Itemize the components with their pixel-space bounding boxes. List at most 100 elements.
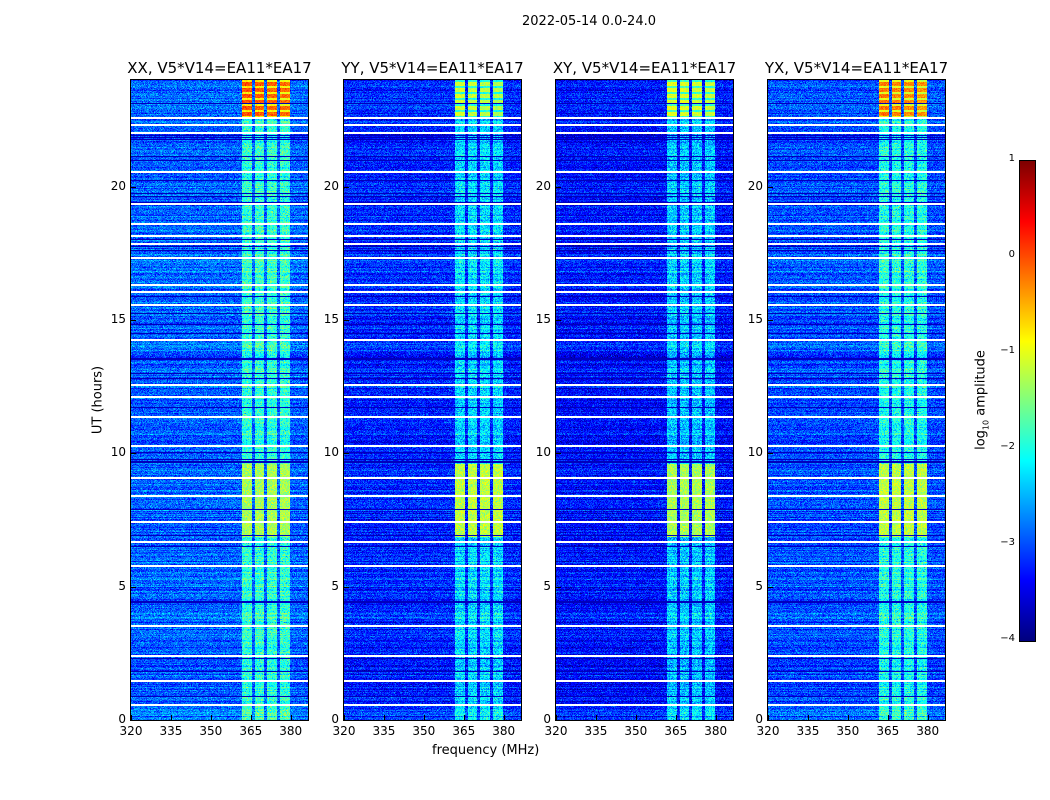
y-tick-mark <box>556 186 561 188</box>
y-tick-label: 10 <box>323 445 339 460</box>
y-tick-label: 10 <box>110 445 126 460</box>
x-tick-mark <box>675 715 677 720</box>
y-tick-label: 0 <box>755 712 763 726</box>
y-tick-mark <box>768 186 773 188</box>
x-tick-label: 335 <box>584 724 608 738</box>
panel-title: XY, V5*V14=EA11*EA17 <box>552 59 737 77</box>
y-tick-label: 10 <box>535 445 551 460</box>
x-tick-mark <box>383 715 385 720</box>
x-tick-label: 365 <box>664 724 688 738</box>
x-tick-mark <box>556 715 557 720</box>
y-tick-label: 5 <box>543 578 551 593</box>
y-tick-label: 15 <box>535 312 551 326</box>
x-tick-mark <box>170 715 172 720</box>
colorbar-label-sub: 10 <box>981 419 991 431</box>
y-tick-mark <box>344 453 349 455</box>
y-tick-mark <box>131 586 136 588</box>
x-tick-label: 335 <box>796 724 820 738</box>
x-tick-label: 350 <box>624 724 648 738</box>
y-tick-mark <box>131 320 136 321</box>
y-tick-label: 15 <box>110 312 126 326</box>
y-tick-label: 15 <box>323 312 339 326</box>
colorbar-tick-label: −2 <box>1000 441 1015 452</box>
colorbar-tick-label: −1 <box>1000 345 1015 356</box>
y-tick-mark <box>556 720 561 721</box>
y-tick-label: 20 <box>747 178 763 193</box>
x-tick-mark <box>768 715 769 720</box>
colorbar-tick-label: −3 <box>1000 537 1015 548</box>
y-tick-label: 20 <box>535 178 551 193</box>
x-tick-mark <box>887 715 889 720</box>
y-tick-label: 15 <box>747 312 763 326</box>
x-tick-label: 380 <box>492 724 516 738</box>
panel-frame <box>130 79 309 721</box>
y-tick-label: 5 <box>331 578 339 593</box>
x-tick-label: 350 <box>199 724 223 738</box>
x-tick-label: 335 <box>159 724 183 738</box>
x-tick-mark <box>463 715 465 720</box>
y-tick-mark <box>768 320 773 321</box>
y-tick-mark <box>768 586 773 588</box>
y-tick-label: 5 <box>118 578 126 593</box>
x-tick-label: 320 <box>119 724 143 738</box>
x-tick-label: 380 <box>916 724 940 738</box>
y-tick-label: 10 <box>747 445 763 460</box>
y-tick-label: 20 <box>323 178 339 193</box>
x-tick-label: 320 <box>544 724 568 738</box>
y-tick-mark <box>344 586 349 588</box>
panel-frame <box>555 79 734 721</box>
y-tick-label: 0 <box>118 712 126 726</box>
x-tick-label: 380 <box>704 724 728 738</box>
x-tick-label: 350 <box>836 724 860 738</box>
y-tick-mark <box>344 320 349 321</box>
y-tick-mark <box>344 186 349 188</box>
x-tick-mark <box>807 715 809 720</box>
x-tick-mark <box>635 715 637 720</box>
colorbar-tick-label: 0 <box>1008 249 1015 260</box>
y-tick-label: 0 <box>543 712 551 726</box>
y-tick-mark <box>768 720 773 721</box>
x-tick-mark <box>715 715 717 720</box>
x-tick-mark <box>595 715 597 720</box>
colorbar-tick-label: −4 <box>1000 633 1015 644</box>
x-axis-label: frequency (MHz) <box>432 743 540 758</box>
colorbar-label-rest: amplitude <box>973 350 989 420</box>
heatmap-panel-1 <box>344 80 521 720</box>
y-tick-mark <box>131 720 136 721</box>
y-tick-mark <box>131 186 136 188</box>
x-tick-label: 365 <box>876 724 900 738</box>
x-tick-mark <box>344 715 345 720</box>
y-axis-label: UT (hours) <box>90 365 106 435</box>
colorbar-label: log10 amplitude <box>974 350 991 450</box>
x-tick-mark <box>290 715 292 720</box>
heatmap-panel-3 <box>768 80 945 720</box>
x-tick-label: 320 <box>756 724 780 738</box>
y-tick-mark <box>556 320 561 321</box>
panel-title: YY, V5*V14=EA11*EA17 <box>341 59 524 77</box>
x-tick-label: 380 <box>279 724 303 738</box>
x-tick-label: 350 <box>412 724 436 738</box>
panel-frame <box>767 79 946 721</box>
y-tick-mark <box>556 453 561 455</box>
x-tick-label: 365 <box>239 724 263 738</box>
y-tick-mark <box>556 586 561 588</box>
x-tick-mark <box>503 715 505 720</box>
colorbar-label-log: log <box>973 430 989 450</box>
y-tick-label: 5 <box>755 578 763 593</box>
heatmap-panel-2 <box>556 80 733 720</box>
colorbar-tick-label: 1 <box>1008 153 1015 164</box>
panel-title: YX, V5*V14=EA11*EA17 <box>764 59 949 77</box>
x-tick-mark <box>847 715 849 720</box>
x-tick-mark <box>250 715 252 720</box>
y-tick-label: 20 <box>110 178 126 193</box>
x-tick-mark <box>210 715 212 720</box>
x-tick-label: 335 <box>372 724 396 738</box>
panel-title: XX, V5*V14=EA11*EA17 <box>127 59 312 77</box>
y-tick-mark <box>344 720 349 721</box>
x-tick-mark <box>131 715 132 720</box>
x-tick-label: 365 <box>452 724 476 738</box>
y-tick-mark <box>131 453 136 455</box>
panel-frame <box>343 79 522 721</box>
heatmap-panel-0 <box>131 80 308 720</box>
x-tick-mark <box>423 715 425 720</box>
